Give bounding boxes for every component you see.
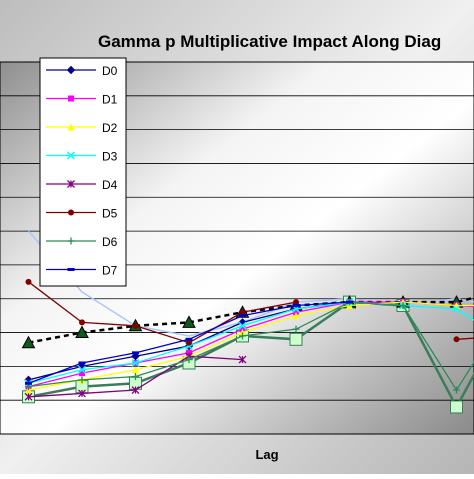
legend-label: D5 bbox=[102, 207, 118, 221]
data-point bbox=[239, 314, 246, 317]
legend-label: D2 bbox=[102, 121, 118, 135]
legend-label: D6 bbox=[102, 235, 118, 249]
data-point bbox=[79, 361, 86, 364]
data-point bbox=[454, 336, 460, 342]
data-point bbox=[25, 382, 32, 385]
legend-marker bbox=[68, 210, 74, 216]
data-point bbox=[132, 351, 139, 354]
legend-label: D3 bbox=[102, 150, 118, 164]
data-point bbox=[133, 323, 139, 329]
legend-label: D1 bbox=[102, 93, 118, 107]
data-point bbox=[79, 319, 85, 325]
chart-title: Gamma p Multiplicative Impact Along Diag bbox=[98, 32, 441, 51]
legend-marker bbox=[68, 96, 74, 102]
legend-label: D7 bbox=[102, 264, 118, 278]
data-point bbox=[290, 333, 302, 345]
data-point bbox=[451, 401, 463, 413]
x-axis-label: Lag bbox=[255, 447, 278, 462]
data-point bbox=[293, 304, 300, 307]
legend-label: D4 bbox=[102, 178, 118, 192]
legend-marker bbox=[68, 268, 75, 271]
legend-label: D0 bbox=[102, 64, 118, 78]
legend: D0 D1 D2 D3 D4 D5 D6 D7 bbox=[40, 58, 126, 286]
data-point bbox=[346, 301, 353, 304]
data-point bbox=[186, 338, 193, 341]
data-point bbox=[26, 279, 32, 285]
